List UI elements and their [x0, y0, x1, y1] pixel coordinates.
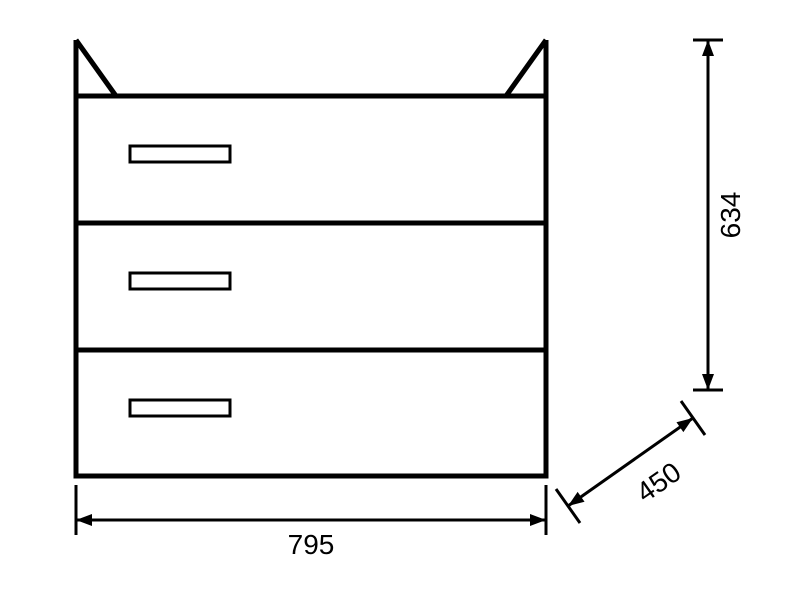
drawer-handle — [130, 146, 230, 162]
arrow-head — [530, 514, 546, 526]
drawer-handle — [130, 273, 230, 289]
dimension-label-height: 634 — [715, 192, 746, 239]
cabinet-top-edge — [506, 40, 546, 96]
drawer-handle — [130, 400, 230, 416]
arrow-head — [702, 40, 714, 56]
dimension-line-depth — [568, 418, 693, 506]
arrow-head — [76, 514, 92, 526]
arrow-head — [702, 374, 714, 390]
cabinet-dimensional-drawing: 795 634 450 — [0, 0, 800, 600]
arrow-head — [676, 418, 693, 432]
arrow-head — [568, 492, 585, 506]
dimension-label-width: 795 — [288, 529, 335, 560]
cabinet-top-edge — [76, 40, 116, 96]
dimension-label-depth: 450 — [631, 456, 687, 508]
